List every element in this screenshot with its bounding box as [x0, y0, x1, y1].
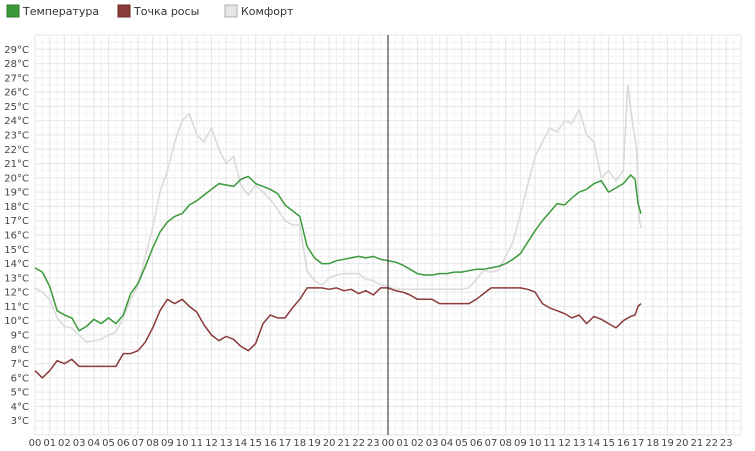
x-tick-label: 16	[264, 438, 277, 449]
y-tick-label: 17°C	[4, 216, 29, 227]
x-tick-label: 10	[529, 438, 542, 449]
y-tick-label: 18°C	[4, 202, 29, 213]
x-tick-label: 20	[676, 438, 689, 449]
legend-swatch-comfort	[224, 4, 238, 18]
x-tick-label: 09	[161, 438, 174, 449]
x-tick-label: 21	[338, 438, 351, 449]
y-tick-label: 20°C	[4, 173, 29, 184]
x-tick-label: 01	[43, 438, 56, 449]
x-tick-label: 07	[132, 438, 145, 449]
series-lines	[34, 84, 642, 379]
x-tick-label: 22	[705, 438, 718, 449]
x-tick-label: 03	[426, 438, 439, 449]
x-tick-label: 19	[661, 438, 674, 449]
x-tick-label: 13	[573, 438, 586, 449]
y-tick-label: 22°C	[4, 145, 29, 156]
legend-item-dew-point[interactable]: Точка росы	[117, 4, 199, 18]
x-tick-label: 11	[543, 438, 556, 449]
x-tick-label: 17	[632, 438, 645, 449]
x-tick-label: 23	[367, 438, 380, 449]
y-tick-label: 21°C	[4, 159, 29, 170]
x-tick-label: 05	[455, 438, 468, 449]
y-tick-label: 9°C	[11, 331, 29, 342]
x-tick-label: 20	[323, 438, 336, 449]
legend-swatch-temperature	[6, 4, 20, 18]
y-tick-label: 15°C	[4, 245, 29, 256]
x-tick-label: 19	[308, 438, 321, 449]
y-tick-label: 29°C	[4, 45, 29, 56]
x-tick-label: 11	[190, 438, 203, 449]
legend-item-temperature[interactable]: Температура	[6, 4, 99, 18]
y-tick-label: 27°C	[4, 73, 29, 84]
x-tick-label: 04	[87, 438, 100, 449]
x-tick-label: 17	[279, 438, 292, 449]
legend-label-temperature: Температура	[22, 5, 99, 18]
x-tick-label: 07	[485, 438, 498, 449]
x-tick-label: 02	[411, 438, 424, 449]
y-tick-label: 14°C	[4, 259, 29, 270]
x-axis-ticks: 00 01 02 03 04 05 06 07 08 09 10 11 12 13 14 15 16 17 18 19…	[29, 438, 733, 449]
x-tick-label: 16	[617, 438, 630, 449]
x-tick-label: 15	[602, 438, 615, 449]
y-axis-ticks: 3°C 4°C 5°C 6°C 7°C 8°C 9°C 10°C 11°C 12°C 13°C 14°…	[4, 45, 29, 427]
x-tick-label: 23	[720, 438, 733, 449]
y-tick-label: 25°C	[4, 102, 29, 113]
y-tick-label: 28°C	[4, 59, 29, 70]
x-tick-label: 08	[499, 438, 512, 449]
x-tick-label: 12	[205, 438, 218, 449]
y-tick-label: 4°C	[11, 402, 29, 413]
y-tick-label: 3°C	[11, 416, 29, 427]
y-tick-label: 8°C	[11, 345, 29, 356]
y-tick-label: 6°C	[11, 373, 29, 384]
x-tick-label: 14	[588, 438, 601, 449]
y-tick-label: 23°C	[4, 131, 29, 142]
y-tick-label: 19°C	[4, 188, 29, 199]
x-tick-label: 21	[691, 438, 704, 449]
x-tick-label: 06	[470, 438, 483, 449]
y-tick-label: 10°C	[4, 316, 29, 327]
x-tick-label: 13	[220, 438, 233, 449]
y-tick-label: 26°C	[4, 88, 29, 99]
y-tick-label: 24°C	[4, 116, 29, 127]
y-tick-label: 12°C	[4, 288, 29, 299]
series-dew-point-line	[34, 287, 642, 379]
x-tick-label: 05	[102, 438, 115, 449]
legend-item-comfort[interactable]: Комфорт	[224, 4, 294, 18]
x-tick-label: 04	[440, 438, 453, 449]
x-tick-label: 03	[73, 438, 86, 449]
legend-label-dew-point: Точка росы	[133, 5, 199, 18]
y-tick-label: 11°C	[4, 302, 29, 313]
x-tick-label: 02	[58, 438, 71, 449]
x-tick-label: 18	[646, 438, 659, 449]
x-tick-label: 22	[352, 438, 365, 449]
x-tick-label: 09	[514, 438, 527, 449]
x-tick-label: 14	[235, 438, 248, 449]
legend-swatch-dew-point	[117, 4, 131, 18]
x-tick-label: 06	[117, 438, 130, 449]
y-tick-label: 5°C	[11, 388, 29, 399]
legend-label-comfort: Комфорт	[241, 5, 294, 18]
x-tick-label: 18	[293, 438, 306, 449]
x-tick-label: 00	[382, 438, 395, 449]
x-tick-label: 00	[29, 438, 42, 449]
x-tick-label: 15	[249, 438, 262, 449]
y-tick-label: 13°C	[4, 273, 29, 284]
y-tick-label: 7°C	[11, 359, 29, 370]
x-tick-label: 12	[558, 438, 571, 449]
x-tick-label: 01	[396, 438, 409, 449]
series-temperature-line	[34, 174, 642, 332]
x-tick-label: 10	[176, 438, 189, 449]
x-tick-label: 08	[146, 438, 159, 449]
y-tick-label: 16°C	[4, 231, 29, 242]
legend[interactable]: Температура Точка росы Комфорт	[6, 4, 294, 18]
